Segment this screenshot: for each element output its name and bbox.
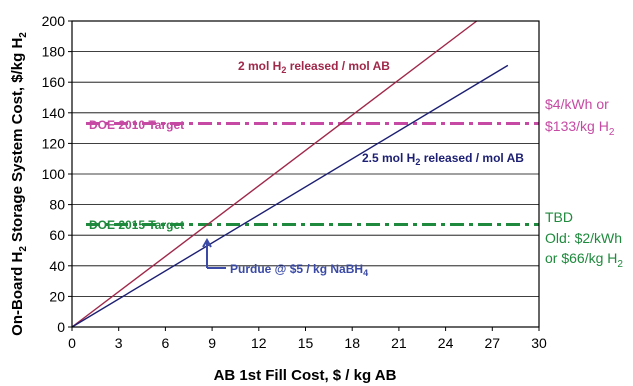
y-tick-label: 200 <box>42 13 66 29</box>
x-tick-label: 27 <box>485 335 501 351</box>
target-lines <box>86 122 539 226</box>
y-tick-label: 160 <box>42 74 66 90</box>
doe-2015-target-label: DOE 2015 Target <box>89 218 184 232</box>
y-tick-label: 20 <box>49 288 65 304</box>
x-axis-title: AB 1st Fill Cost, $ / kg AB <box>214 367 397 384</box>
x-tick-label: 3 <box>115 335 123 351</box>
doe-2010-target-label: DOE 2010 Target <box>89 118 184 132</box>
doe-2015-side-label: TBD Old: $2/kWh or $66/kg H2 <box>545 209 626 270</box>
x-tick-label: 6 <box>162 335 170 351</box>
y-tick-label: 120 <box>42 135 66 151</box>
y-tick-label: 60 <box>49 227 65 243</box>
y-tick-label: 100 <box>42 166 66 182</box>
y-tick-label: 40 <box>49 258 65 274</box>
y-tick-label: 180 <box>42 44 66 60</box>
series-lines <box>71 20 509 328</box>
x-tick-label: 18 <box>344 335 360 351</box>
series-label-2mol: 2 mol H2 released / mol AB <box>238 59 390 75</box>
x-ticks: 0 3 6 9 12 15 18 21 24 27 30 <box>68 327 547 351</box>
grid-lines <box>72 51 539 297</box>
series-line-2mol <box>71 20 478 328</box>
x-tick-label: 21 <box>391 335 407 351</box>
x-tick-label: 24 <box>438 335 454 351</box>
y-ticks: 0 20 40 60 80 100 120 140 160 180 200 <box>42 13 72 335</box>
purdue-arrow <box>202 237 226 269</box>
x-tick-label: 15 <box>298 335 314 351</box>
x-tick-label: 9 <box>208 335 216 351</box>
doe-2010-side-label: $4/kWh or $133/kg H2 <box>545 96 615 138</box>
purdue-label: Purdue @ $5 / kg NaBH4 <box>230 262 368 278</box>
series-label-2-5mol: 2.5 mol H2 released / mol AB <box>362 151 524 167</box>
x-tick-label: 30 <box>531 335 547 351</box>
x-tick-label: 0 <box>68 335 76 351</box>
x-tick-label: 12 <box>251 335 267 351</box>
y-tick-label: 0 <box>57 319 65 335</box>
y-tick-label: 80 <box>49 197 65 213</box>
series-line-2-5mol <box>71 64 509 328</box>
y-axis-title: On-Board H2 Storage System Cost, $/kg H2 <box>9 32 29 336</box>
y-tick-label: 140 <box>42 105 66 121</box>
